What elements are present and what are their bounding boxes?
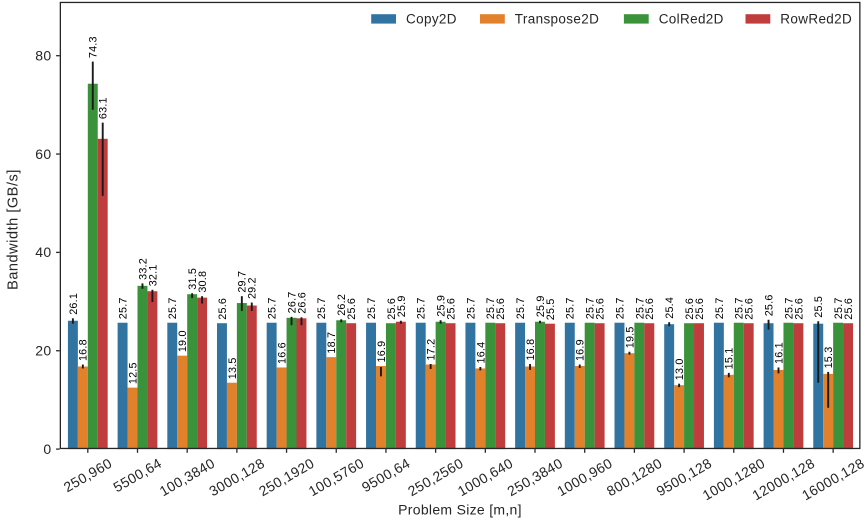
svg-text:31.5: 31.5 xyxy=(187,268,199,290)
svg-text:26.6: 26.6 xyxy=(296,292,308,314)
svg-text:26.2: 26.2 xyxy=(336,294,348,316)
svg-text:12.5: 12.5 xyxy=(127,362,139,384)
svg-text:25.6: 25.6 xyxy=(744,298,756,320)
svg-text:16.8: 16.8 xyxy=(525,339,537,361)
svg-text:25.6: 25.6 xyxy=(346,298,358,320)
svg-text:63.1: 63.1 xyxy=(98,97,110,119)
svg-text:32.1: 32.1 xyxy=(147,264,159,286)
svg-text:16.4: 16.4 xyxy=(475,342,487,364)
svg-text:Transpose2D: Transpose2D xyxy=(515,12,599,27)
svg-text:25.6: 25.6 xyxy=(843,298,855,320)
svg-text:25.5: 25.5 xyxy=(813,296,825,318)
svg-text:25.5: 25.5 xyxy=(545,298,557,320)
svg-text:19.5: 19.5 xyxy=(624,326,636,348)
svg-text:40: 40 xyxy=(35,244,51,260)
svg-text:25.7: 25.7 xyxy=(465,297,477,319)
svg-text:33.2: 33.2 xyxy=(137,258,149,280)
svg-text:25.9: 25.9 xyxy=(436,295,448,317)
svg-text:0: 0 xyxy=(43,441,51,457)
svg-text:25.7: 25.7 xyxy=(267,297,279,319)
svg-text:25.7: 25.7 xyxy=(833,297,845,319)
svg-text:25.9: 25.9 xyxy=(396,295,408,317)
svg-text:25.7: 25.7 xyxy=(565,297,577,319)
svg-text:25.7: 25.7 xyxy=(515,297,527,319)
svg-text:25.6: 25.6 xyxy=(217,298,229,320)
svg-text:25.6: 25.6 xyxy=(495,298,507,320)
svg-text:20: 20 xyxy=(35,342,51,358)
svg-text:25.9: 25.9 xyxy=(535,295,547,317)
svg-text:Problem Size [m,n]: Problem Size [m,n] xyxy=(398,502,522,518)
svg-text:13.5: 13.5 xyxy=(227,357,239,379)
svg-text:25.7: 25.7 xyxy=(416,297,428,319)
svg-text:25.6: 25.6 xyxy=(684,298,696,320)
svg-text:74.3: 74.3 xyxy=(88,36,100,58)
svg-text:25.6: 25.6 xyxy=(793,298,805,320)
svg-text:16.9: 16.9 xyxy=(575,339,587,361)
svg-text:25.6: 25.6 xyxy=(694,298,706,320)
svg-text:26.1: 26.1 xyxy=(68,293,80,315)
svg-text:15.1: 15.1 xyxy=(724,348,736,370)
svg-text:18.7: 18.7 xyxy=(326,332,338,354)
svg-text:80: 80 xyxy=(35,47,51,63)
svg-text:25.7: 25.7 xyxy=(366,297,378,319)
svg-text:16.9: 16.9 xyxy=(376,341,388,363)
svg-text:25.7: 25.7 xyxy=(316,297,328,319)
svg-text:25.7: 25.7 xyxy=(734,297,746,319)
svg-text:ColRed2D: ColRed2D xyxy=(659,12,724,27)
svg-text:25.4: 25.4 xyxy=(664,297,676,319)
svg-text:13.0: 13.0 xyxy=(674,358,686,380)
svg-text:25.6: 25.6 xyxy=(445,298,457,320)
svg-text:25.7: 25.7 xyxy=(614,297,626,319)
svg-text:60: 60 xyxy=(35,146,51,162)
svg-text:25.7: 25.7 xyxy=(634,297,646,319)
svg-text:29.2: 29.2 xyxy=(247,277,259,299)
svg-text:25.7: 25.7 xyxy=(117,297,129,319)
svg-text:25.6: 25.6 xyxy=(595,298,607,320)
svg-text:16.8: 16.8 xyxy=(78,339,90,361)
svg-text:29.7: 29.7 xyxy=(237,271,249,293)
svg-text:19.0: 19.0 xyxy=(177,330,189,352)
svg-text:Bandwidth [GB/s]: Bandwidth [GB/s] xyxy=(6,169,22,290)
svg-text:25.7: 25.7 xyxy=(783,297,795,319)
svg-text:25.7: 25.7 xyxy=(485,297,497,319)
svg-text:16.1: 16.1 xyxy=(773,342,785,364)
svg-text:16.6: 16.6 xyxy=(276,342,288,364)
svg-text:Copy2D: Copy2D xyxy=(406,12,457,27)
svg-text:25.7: 25.7 xyxy=(585,297,597,319)
svg-text:25.6: 25.6 xyxy=(644,298,656,320)
svg-text:25.6: 25.6 xyxy=(386,298,398,320)
svg-text:17.2: 17.2 xyxy=(426,339,438,361)
svg-text:26.7: 26.7 xyxy=(286,291,298,313)
svg-text:15.3: 15.3 xyxy=(823,347,835,369)
svg-text:30.8: 30.8 xyxy=(197,271,209,293)
svg-text:RowRed2D: RowRed2D xyxy=(780,12,852,27)
svg-text:25.7: 25.7 xyxy=(167,297,179,319)
svg-text:25.7: 25.7 xyxy=(714,297,726,319)
svg-text:25.6: 25.6 xyxy=(763,294,775,316)
